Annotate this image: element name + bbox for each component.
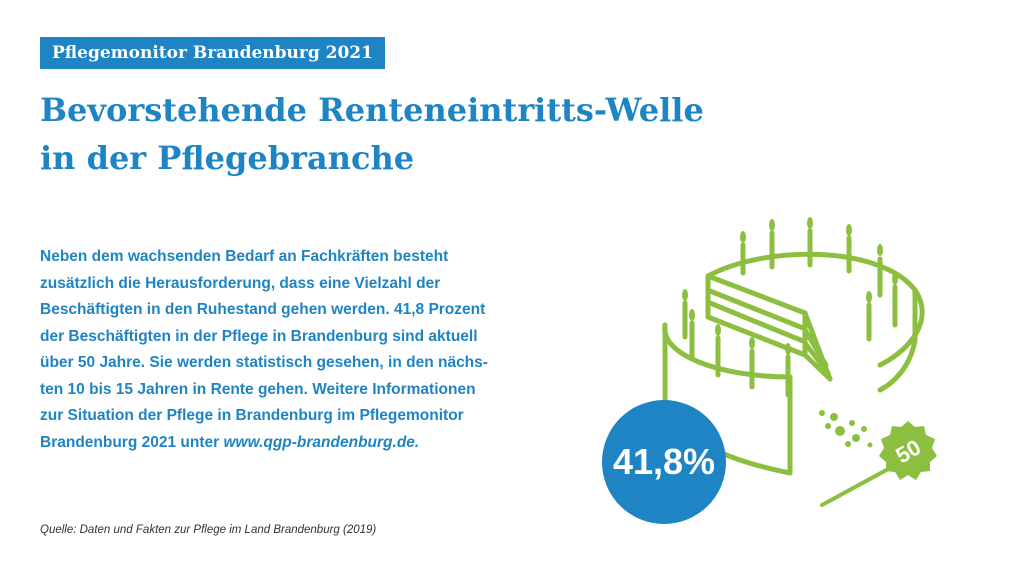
body-line: Beschäftigten in den Ruhestand gehen wer…: [40, 301, 486, 318]
title-line-1: Bevorstehende Renteneintritts-Welle: [40, 91, 704, 129]
body-line: zur Situation der Pflege in Brandenburg …: [40, 407, 464, 424]
crumbs: [819, 410, 873, 448]
body-line: der Beschäftigten in der Pflege in Brand…: [40, 327, 478, 345]
body-line: ten 10 bis 15 Jahren in Rente gehen. Wei…: [40, 380, 476, 398]
candle-icon: [785, 343, 791, 398]
percentage-value: 41,8%: [612, 441, 716, 482]
body-line: Brandenburg 2021 unter: [40, 433, 224, 451]
body-line: zusätzlich die Herausforderung, dass ein…: [40, 274, 441, 292]
header-tag: Pflegemonitor Brandenburg 2021: [40, 37, 385, 69]
candle-icon: [682, 289, 688, 340]
body-text: Neben dem wachsenden Bedarf an Fachkräft…: [40, 244, 560, 456]
website-link[interactable]: www.qgp-brandenburg.de.: [223, 433, 420, 451]
slice-layer: [707, 288, 806, 331]
candle-icon: [740, 231, 746, 276]
candle-icon: [689, 309, 695, 360]
body-line: Neben dem wachsenden Bedarf an Fachkräft…: [40, 248, 449, 265]
candle-icon: [807, 217, 813, 268]
percentage-circle: 41,8%: [602, 400, 726, 524]
badge-50: 50: [879, 421, 937, 480]
body-line: über 50 Jahre. Sie werden statistisch ge…: [40, 354, 488, 371]
slice-layer: [802, 327, 829, 368]
candle-icon: [892, 273, 898, 328]
page-title: Bevorstehende Renteneintritts-Welle in d…: [40, 86, 800, 182]
candle-icon: [866, 291, 872, 342]
title-line-2: in der Pflegebranche: [40, 139, 415, 177]
slice-layer: [707, 300, 806, 344]
candle-icon: [715, 324, 721, 378]
source-note: Quelle: Daten und Fakten zur Pflege im L…: [40, 524, 377, 536]
slice-layer: [802, 340, 831, 376]
cake-top-edge: [705, 251, 925, 368]
candle-icon: [749, 337, 755, 390]
candle-icon: [769, 219, 775, 270]
sign-stick: [820, 465, 894, 507]
cake-right-side: [877, 287, 918, 393]
candle-icon: [846, 224, 852, 274]
birthday-cake-illustration: 50: [662, 217, 937, 507]
candle-icon: [877, 244, 883, 298]
starburst-badge: [879, 421, 937, 480]
cake-front-top: [662, 322, 793, 380]
slice-layer: [705, 273, 833, 382]
